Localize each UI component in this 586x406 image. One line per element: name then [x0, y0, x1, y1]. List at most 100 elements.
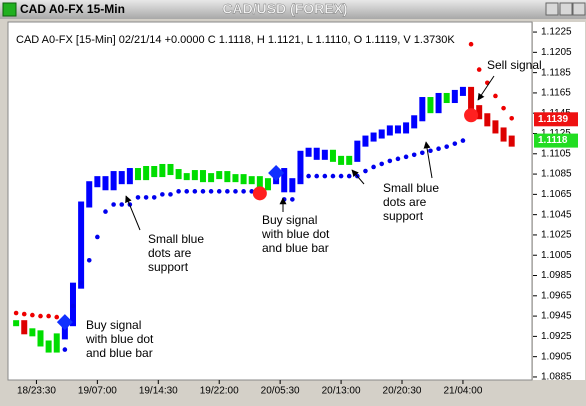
- y-tick-label: 1.1045: [541, 209, 572, 220]
- price-bar: [21, 320, 28, 335]
- x-tick-label: 19/22:00: [200, 386, 239, 397]
- price-bar: [159, 163, 166, 178]
- price-bar: [191, 170, 198, 181]
- annotation: Small blue: [383, 181, 439, 195]
- price-bar: [313, 147, 320, 160]
- price-bar: [289, 178, 296, 193]
- annotation: support: [148, 260, 189, 274]
- price-bar: [338, 155, 345, 165]
- y-tick-label: 1.1105: [541, 148, 571, 159]
- signal-dot: [509, 115, 514, 121]
- signal-dot: [363, 168, 368, 174]
- signal-dot: [460, 138, 466, 143]
- price-bar: [419, 97, 426, 122]
- signal-dot: [208, 189, 214, 194]
- price-bar: [134, 168, 141, 181]
- price-bar: [224, 171, 231, 183]
- annotation: with blue dot: [261, 227, 330, 241]
- close-button[interactable]: [572, 2, 586, 16]
- y-tick-label: 1.0985: [541, 270, 572, 281]
- y-tick-label: 1.1185: [541, 67, 571, 78]
- signal-dot: [200, 189, 206, 194]
- x-tick-label: 20/05:30: [261, 386, 300, 397]
- y-tick-label: 1.1025: [541, 230, 572, 241]
- last-price-label: 1.1139: [538, 114, 568, 125]
- signal-dot: [346, 173, 352, 179]
- signal-dot: [46, 313, 51, 319]
- signal-dot: [338, 173, 344, 179]
- signal-dot: [241, 189, 246, 194]
- price-bar: [143, 166, 150, 181]
- y-tick-label: 1.0965: [541, 290, 572, 301]
- signal-dot: [476, 67, 482, 72]
- price-bar: [508, 135, 515, 147]
- signal-dot: [38, 313, 43, 319]
- price-bar: [264, 178, 271, 191]
- price-bar: [346, 155, 353, 165]
- price-bar: [451, 89, 458, 104]
- signal-marker: [464, 108, 479, 123]
- arrow: [477, 75, 495, 101]
- signal-dot: [444, 144, 449, 149]
- price-bar: [240, 174, 247, 185]
- annotation: Sell signal: [487, 58, 542, 72]
- price-bar: [443, 92, 450, 104]
- price-bar: [216, 171, 223, 180]
- x-tick-label: 20/20:30: [383, 386, 422, 397]
- annotation: Small blue: [148, 232, 204, 246]
- signal-dot: [216, 189, 222, 194]
- price-bar: [45, 340, 52, 353]
- x-tick-label: 20/13:00: [322, 386, 361, 397]
- y-tick-label: 1.1205: [541, 47, 572, 58]
- signal-dot: [411, 152, 417, 158]
- price-bar: [386, 125, 393, 136]
- signal-dot: [95, 234, 100, 240]
- price-bar: [232, 174, 239, 183]
- y-tick-label: 1.1165: [541, 88, 571, 99]
- signal-dot: [403, 154, 409, 160]
- price-bar: [427, 97, 434, 114]
- signal-dot: [468, 41, 474, 47]
- price-bar: [394, 125, 401, 134]
- signal-dot: [233, 189, 238, 194]
- signal-dot: [103, 209, 108, 214]
- signal-dot: [119, 202, 125, 207]
- price-bar: [151, 166, 158, 178]
- annotation: dots are: [383, 195, 427, 209]
- signal-dot: [501, 105, 506, 111]
- y-tick-label: 1.1085: [541, 169, 572, 180]
- price-bar: [13, 320, 20, 327]
- signal-dot: [111, 202, 116, 207]
- chart-title: CAD/USD (FOREX): [222, 1, 347, 17]
- annotation: dots are: [148, 246, 192, 260]
- minimize-button[interactable]: [545, 2, 559, 16]
- signal-dot: [428, 148, 433, 154]
- signal-dot: [420, 150, 425, 156]
- signal-marker: [268, 165, 285, 182]
- price-bar: [354, 140, 361, 162]
- price-bar: [126, 168, 133, 185]
- maximize-button[interactable]: [559, 2, 573, 16]
- signal-dot: [379, 161, 385, 167]
- price-bar: [94, 176, 101, 188]
- signal-dot: [86, 257, 92, 263]
- x-tick-label: 19/07:00: [78, 386, 117, 397]
- last-price-box: [534, 112, 578, 127]
- info-line: CAD A0-FX [15-Min] 02/21/14 +0.0000 C 1.…: [16, 34, 455, 46]
- price-bar: [78, 201, 85, 289]
- price-bar: [208, 173, 215, 183]
- price-bar: [86, 181, 93, 208]
- signal-dot: [168, 192, 173, 197]
- y-tick-label: 1.0925: [541, 331, 572, 342]
- y-tick-label: 1.1225: [541, 27, 572, 38]
- signal-dot: [225, 189, 230, 194]
- arrow: [423, 141, 433, 179]
- arrow: [125, 195, 141, 231]
- price-bar: [435, 92, 442, 114]
- price-bar: [305, 147, 312, 157]
- signal-dot: [322, 173, 328, 179]
- annotations: Buy signal with blue dot and blue bar Sm…: [85, 58, 542, 360]
- signal-dot: [21, 311, 27, 317]
- price-bar: [281, 168, 288, 193]
- signal-dot: [143, 195, 149, 200]
